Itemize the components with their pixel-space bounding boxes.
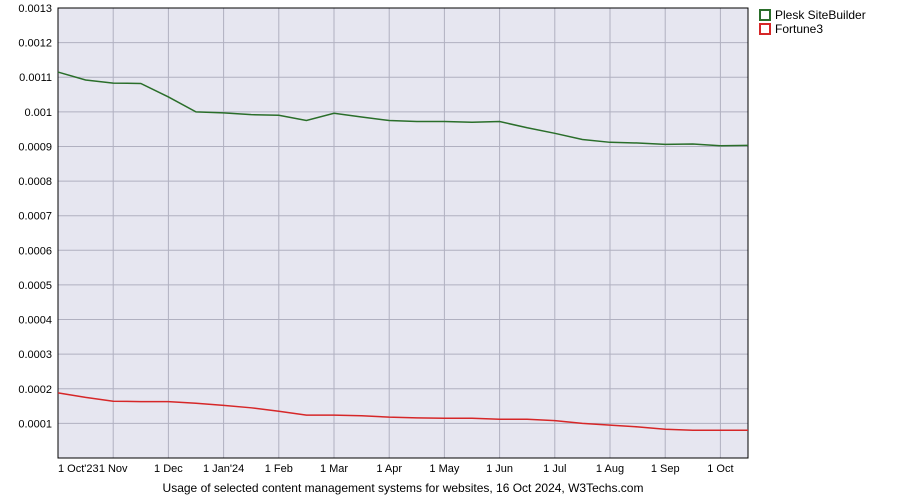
x-tick-label: 1 Mar bbox=[320, 463, 348, 475]
x-tick-label: 1 Apr bbox=[376, 463, 402, 475]
x-tick-label: 1 May bbox=[429, 463, 459, 475]
x-tick-label: 1 Jan'24 bbox=[203, 463, 244, 475]
y-tick-label: 0.0001 bbox=[18, 418, 52, 430]
x-tick-label: 1 Jun bbox=[486, 463, 513, 475]
y-tick-label: 0.0005 bbox=[18, 280, 52, 292]
y-tick-label: 0.0012 bbox=[18, 38, 52, 50]
legend-label: Plesk SiteBuilder bbox=[775, 8, 866, 22]
y-tick-label: 0.001 bbox=[24, 107, 52, 119]
x-tick-label: 1 Oct'23 bbox=[58, 463, 99, 475]
x-tick-label: 1 Sep bbox=[651, 463, 680, 475]
line-chart: 0.0001 0.0002 0.0003 0.0004 0.0005 0.0006 0.00… bbox=[0, 0, 900, 500]
chart-container: 0.0001 0.0002 0.0003 0.0004 0.0005 0.0006 0.00… bbox=[0, 0, 900, 500]
y-tick-label: 0.0003 bbox=[18, 349, 52, 361]
legend-label: Fortune3 bbox=[775, 22, 823, 36]
x-tick-label: 1 Dec bbox=[154, 463, 183, 475]
y-tick-label: 0.0006 bbox=[18, 245, 52, 257]
y-tick-label: 0.0013 bbox=[18, 3, 52, 15]
chart-caption: Usage of selected content management sys… bbox=[163, 481, 644, 495]
x-tick-label: 1 Nov bbox=[99, 463, 128, 475]
legend-swatch bbox=[760, 24, 770, 34]
y-tick-label: 0.0007 bbox=[18, 211, 52, 223]
y-tick-label: 0.0004 bbox=[18, 315, 52, 327]
y-tick-label: 0.0009 bbox=[18, 141, 52, 153]
x-tick-label: 1 Feb bbox=[265, 463, 293, 475]
x-tick-label: 1 Aug bbox=[596, 463, 624, 475]
x-tick-label: 1 Jul bbox=[543, 463, 566, 475]
y-tick-label: 0.0002 bbox=[18, 384, 52, 396]
y-tick-label: 0.0011 bbox=[19, 72, 52, 84]
legend-swatch bbox=[760, 10, 770, 20]
x-tick-label: 1 Oct bbox=[707, 463, 733, 475]
y-tick-label: 0.0008 bbox=[18, 176, 52, 188]
